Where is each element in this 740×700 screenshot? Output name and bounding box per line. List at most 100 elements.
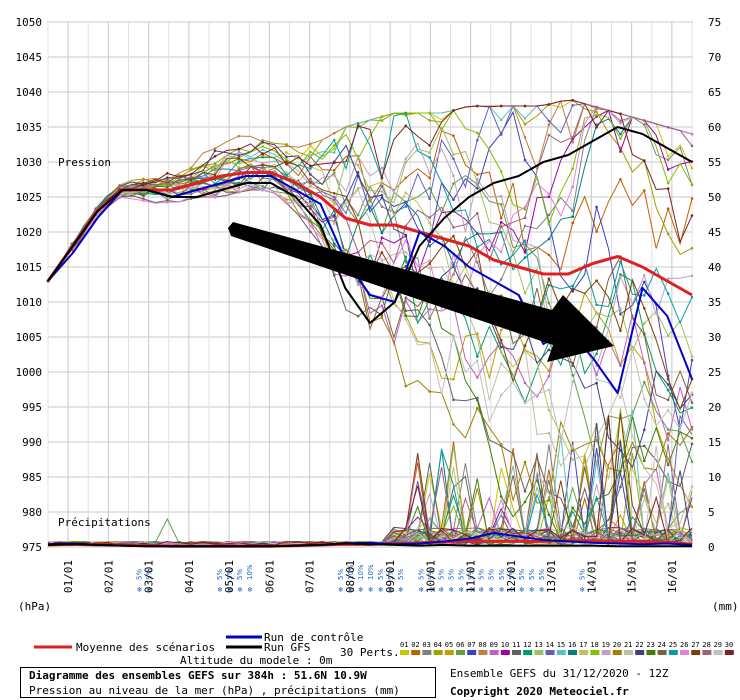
x-tick-label: 06/01 xyxy=(263,560,276,593)
member-point xyxy=(666,438,670,442)
right-tick-label: 70 xyxy=(708,51,721,64)
member-point xyxy=(499,351,503,354)
member-point xyxy=(690,132,694,136)
legend-perts-label: 30 Perts. xyxy=(340,646,400,659)
x-tick-label: 14/01 xyxy=(585,560,598,593)
snowflake-icon: ❄ xyxy=(358,586,364,594)
x-tick-label: 04/01 xyxy=(183,560,196,593)
legend-control-label: Run de contrôle xyxy=(264,631,363,644)
member-point xyxy=(595,110,598,114)
member-point xyxy=(523,251,527,254)
member-id-label: 05 xyxy=(445,641,453,649)
member-point xyxy=(261,185,264,188)
member-id-label: 02 xyxy=(411,641,419,649)
member-point xyxy=(285,158,288,161)
member-point xyxy=(619,275,622,279)
member-point xyxy=(213,155,217,158)
left-axis-ticks: 975 980 985 990 995 1000 1005 1010 1015 1020 1025 1… xyxy=(16,16,43,554)
member-point xyxy=(142,183,145,187)
member-point xyxy=(523,117,527,120)
member-point xyxy=(523,136,527,139)
member-pressure-line xyxy=(47,141,693,469)
member-point xyxy=(523,208,527,211)
member-point xyxy=(165,178,169,181)
member-point xyxy=(642,361,646,365)
member-point xyxy=(165,199,169,202)
right-tick-label: 20 xyxy=(708,401,721,414)
member-point xyxy=(237,190,241,194)
member-point xyxy=(452,334,455,338)
member-point xyxy=(642,159,646,163)
member-point xyxy=(619,485,622,489)
member-point xyxy=(690,166,694,170)
member-pressure-line xyxy=(47,112,693,325)
member-point xyxy=(428,197,431,201)
member-point xyxy=(595,126,598,129)
member-id-label: 20 xyxy=(613,641,621,649)
x-tick-label: 13/01 xyxy=(545,560,558,593)
member-color-swatch xyxy=(624,650,633,655)
member-point xyxy=(189,166,193,170)
member-point xyxy=(666,168,670,171)
snowflake-icon: ❄ xyxy=(217,586,223,594)
member-point xyxy=(428,144,431,147)
member-id-label: 25 xyxy=(669,641,677,649)
member-point xyxy=(285,174,288,177)
member-point xyxy=(452,265,455,268)
member-point xyxy=(261,165,264,169)
member-point xyxy=(285,188,288,191)
member-point xyxy=(356,155,360,158)
member-point xyxy=(428,244,431,248)
left-tick-label: 1040 xyxy=(16,86,43,99)
member-point xyxy=(499,362,503,365)
right-tick-label: 50 xyxy=(708,191,721,204)
member-point xyxy=(499,345,503,349)
member-point xyxy=(499,250,503,254)
member-point xyxy=(666,181,670,185)
member-point xyxy=(189,172,193,176)
member-point xyxy=(619,273,622,276)
member-point xyxy=(142,199,145,202)
member-point xyxy=(476,187,479,190)
snow-pct-label: 5% xyxy=(518,569,526,580)
left-unit-label: (hPa) xyxy=(18,600,51,613)
member-point xyxy=(642,306,646,310)
member-point xyxy=(476,211,479,215)
member-point xyxy=(690,183,694,186)
snowflake-icon: ❄ xyxy=(137,586,143,594)
snowflake-icon: ❄ xyxy=(338,586,344,594)
member-point xyxy=(356,213,360,217)
member-point xyxy=(332,222,336,226)
member-id-label: 21 xyxy=(624,641,632,649)
member-point xyxy=(523,216,527,220)
member-point xyxy=(642,322,646,325)
member-point xyxy=(642,123,646,126)
member-point xyxy=(380,251,384,254)
member-point xyxy=(642,380,646,384)
member-color-swatch xyxy=(478,650,488,655)
snowflake-icon: ❄ xyxy=(398,586,404,594)
member-point xyxy=(452,398,455,402)
member-point xyxy=(380,205,384,209)
snow-probability-markers: 5%❄5%❄5%❄5%❄5%❄10%❄5%❄10%❄10%❄10%❄5%❄5%❄… xyxy=(136,564,587,594)
member-point xyxy=(571,373,575,377)
member-point xyxy=(213,147,217,150)
member-point xyxy=(404,318,408,321)
member-point xyxy=(690,401,694,404)
member-point xyxy=(642,428,646,432)
member-point xyxy=(499,495,503,498)
member-point xyxy=(332,174,336,177)
member-color-swatch xyxy=(601,650,611,655)
main-series xyxy=(46,126,693,548)
member-point xyxy=(666,383,670,386)
member-point xyxy=(476,173,479,176)
member-point xyxy=(332,214,336,218)
member-point xyxy=(571,140,575,144)
member-color-swatch xyxy=(456,650,465,655)
member-point xyxy=(309,177,312,181)
snow-pct-label: 5% xyxy=(578,569,586,580)
arrow-shape xyxy=(228,222,614,362)
member-point xyxy=(690,406,694,409)
left-tick-label: 980 xyxy=(22,506,42,519)
